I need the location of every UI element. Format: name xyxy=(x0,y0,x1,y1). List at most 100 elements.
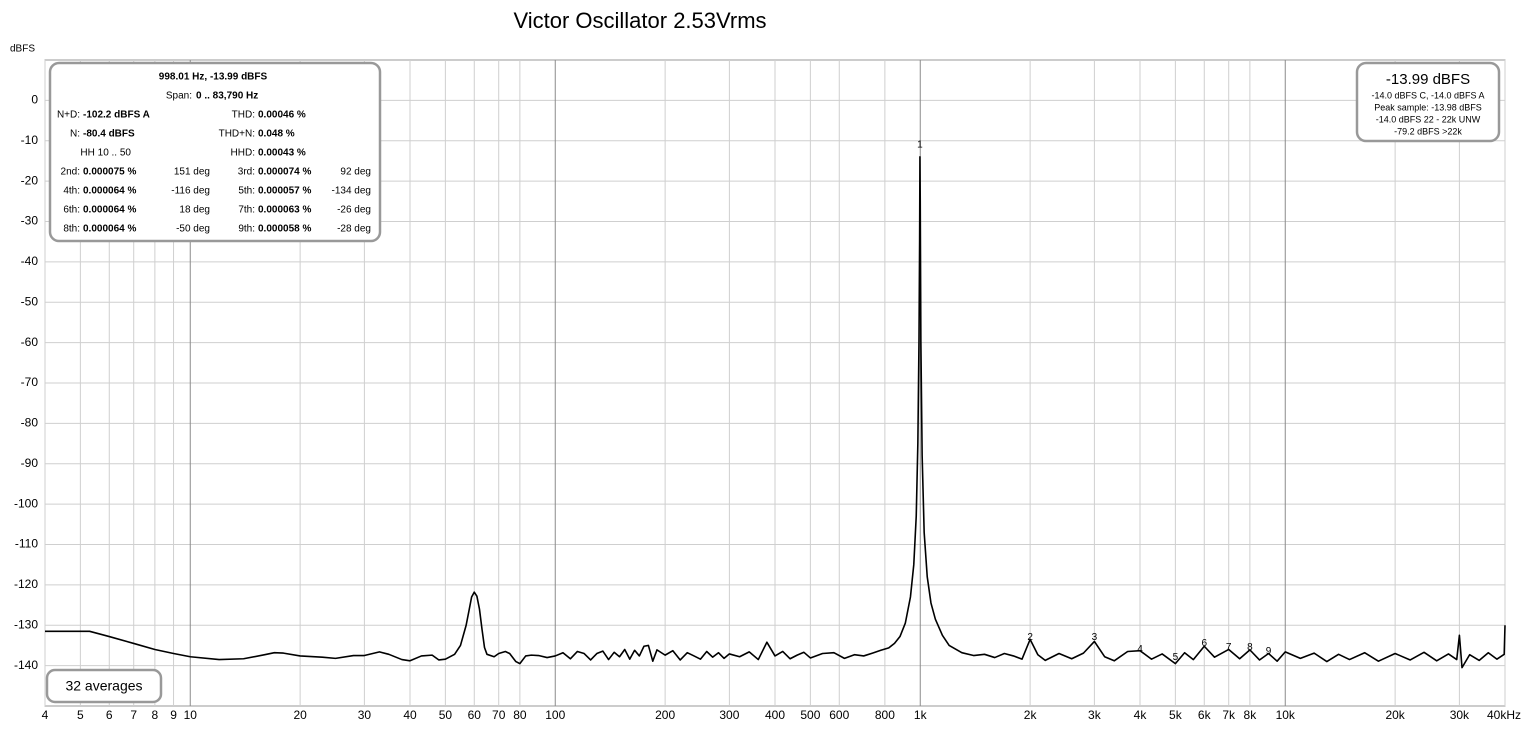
harmonic-marker: 2 xyxy=(1027,632,1033,643)
info-panel: 998.01 Hz, -13.99 dBFS Span: 0 .. 83,790… xyxy=(48,61,382,243)
y-tick-label: -110 xyxy=(15,537,38,551)
info-value: 0.000057 % xyxy=(258,186,311,197)
x-tick-label: 3k xyxy=(1088,708,1102,722)
info-label: 3rd: xyxy=(238,167,255,178)
x-tick-label: 7k xyxy=(1222,708,1236,722)
info-label: N+D: xyxy=(57,110,80,121)
x-tick-label: 40kHz xyxy=(1487,708,1521,722)
harmonic-marker: 1 xyxy=(917,139,923,150)
x-tick-label: 400 xyxy=(765,708,785,722)
x-tick-label: 4 xyxy=(42,708,49,722)
x-tick-label: 40 xyxy=(403,708,417,722)
x-tick-label: 1k xyxy=(914,708,928,722)
plot: 1 2 3 4 5 6 7 8 9 xyxy=(45,139,1506,669)
x-tick-label: 5 xyxy=(77,708,84,722)
y-tick-label: -30 xyxy=(21,214,39,228)
info-label: HHD: xyxy=(231,148,255,159)
harmonic-marker: 5 xyxy=(1173,652,1179,663)
x-tick-label: 8 xyxy=(152,708,159,722)
spectrum-line xyxy=(45,156,1506,669)
info-value: 0.000058 % xyxy=(258,224,311,235)
span-label: Span: xyxy=(166,91,192,102)
harmonic-marker: 7 xyxy=(1226,642,1232,653)
harmonic-marker: 3 xyxy=(1092,632,1098,643)
x-tick-label: 200 xyxy=(655,708,675,722)
level-main: -13.99 dBFS xyxy=(1386,71,1470,88)
level-line: -14.0 dBFS 22 - 22k UNW xyxy=(1376,114,1481,124)
info-label: N: xyxy=(70,129,80,140)
x-tick-label: 6 xyxy=(106,708,113,722)
info-phase: -28 deg xyxy=(337,224,371,235)
level-box xyxy=(1355,61,1501,143)
y-tick-label: -50 xyxy=(21,294,39,308)
y-tick-label: -90 xyxy=(21,456,39,470)
averages-box xyxy=(45,668,163,704)
grid xyxy=(44,60,1506,706)
x-tick-label: 10 xyxy=(184,708,198,722)
harmonic-marker: 9 xyxy=(1266,646,1272,657)
y-tick-label: -80 xyxy=(21,416,39,430)
level-line: -14.0 dBFS C, -14.0 dBFS A xyxy=(1371,90,1484,100)
chart-title: Victor Oscillator 2.53Vrms xyxy=(513,8,766,33)
y-tick-label: -120 xyxy=(14,577,38,591)
info-phase: 151 deg xyxy=(174,167,210,178)
y-tick-label: -10 xyxy=(21,133,39,147)
x-tick-label: 8k xyxy=(1244,708,1258,722)
x-tick-label: 80 xyxy=(513,708,527,722)
harmonic-marker: 8 xyxy=(1247,642,1253,653)
y-tick-label: -60 xyxy=(21,335,39,349)
y-tick-label: -140 xyxy=(14,658,38,672)
info-value: 0.000063 % xyxy=(258,205,311,216)
x-tick-label: 7 xyxy=(130,708,137,722)
x-tick-label: 30k xyxy=(1450,708,1470,722)
harmonic-marker: 6 xyxy=(1201,638,1207,649)
info-value: 0.000075 % xyxy=(83,167,136,178)
info-label: 5th: xyxy=(238,186,255,197)
x-tick-label: 20 xyxy=(293,708,307,722)
x-tick-label: 60 xyxy=(468,708,482,722)
info-label: HH 10 .. 50 xyxy=(80,148,131,159)
info-label: 8th: xyxy=(63,224,80,235)
info-value: -80.4 dBFS xyxy=(83,129,135,140)
x-tick-label: 500 xyxy=(800,708,820,722)
info-value: 0.000064 % xyxy=(83,224,136,235)
info-value: 0.000064 % xyxy=(83,186,136,197)
info-value: 0.00043 % xyxy=(258,148,306,159)
x-tick-label: 20k xyxy=(1385,708,1405,722)
info-label: 2nd: xyxy=(61,167,80,178)
x-tick-label: 6k xyxy=(1198,708,1212,722)
y-axis-label: dBFS xyxy=(10,44,35,55)
x-tick-label: 800 xyxy=(875,708,895,722)
info-phase: -134 deg xyxy=(332,186,371,197)
x-tick-label: 4k xyxy=(1134,708,1148,722)
x-tick-label: 50 xyxy=(439,708,453,722)
info-phase: -26 deg xyxy=(337,205,371,216)
info-label: 4th: xyxy=(63,186,80,197)
info-box xyxy=(48,61,382,243)
y-tick-label: 0 xyxy=(31,93,38,107)
x-tick-label: 600 xyxy=(829,708,849,722)
level-line: -79.2 dBFS >22k xyxy=(1394,126,1462,136)
span-value: 0 .. 83,790 Hz xyxy=(196,91,258,102)
info-label: THD: xyxy=(232,110,255,121)
x-tick-label: 100 xyxy=(545,708,565,722)
info-value: 0.000074 % xyxy=(258,167,311,178)
x-tick-label: 9 xyxy=(170,708,177,722)
harmonic-marker: 4 xyxy=(1137,644,1143,655)
level-line: Peak sample: -13.98 dBFS xyxy=(1374,102,1482,112)
x-tick-label: 5k xyxy=(1169,708,1183,722)
info-phase: -116 deg xyxy=(171,186,210,197)
info-phase: 92 deg xyxy=(340,167,371,178)
x-tick-label: 2k xyxy=(1024,708,1038,722)
x-tick-label: 10k xyxy=(1276,708,1296,722)
averages: 32 averages xyxy=(65,678,142,694)
info-phase: 18 deg xyxy=(179,205,210,216)
info-header: 998.01 Hz, -13.99 dBFS xyxy=(159,72,268,83)
y-tick-label: -70 xyxy=(21,375,39,389)
info-label: 9th: xyxy=(238,224,255,235)
y-tick-label: -100 xyxy=(14,496,38,510)
info-label: 7th: xyxy=(238,205,255,216)
info-value: 0.00046 % xyxy=(258,110,306,121)
info-value: 0.000064 % xyxy=(83,205,136,216)
